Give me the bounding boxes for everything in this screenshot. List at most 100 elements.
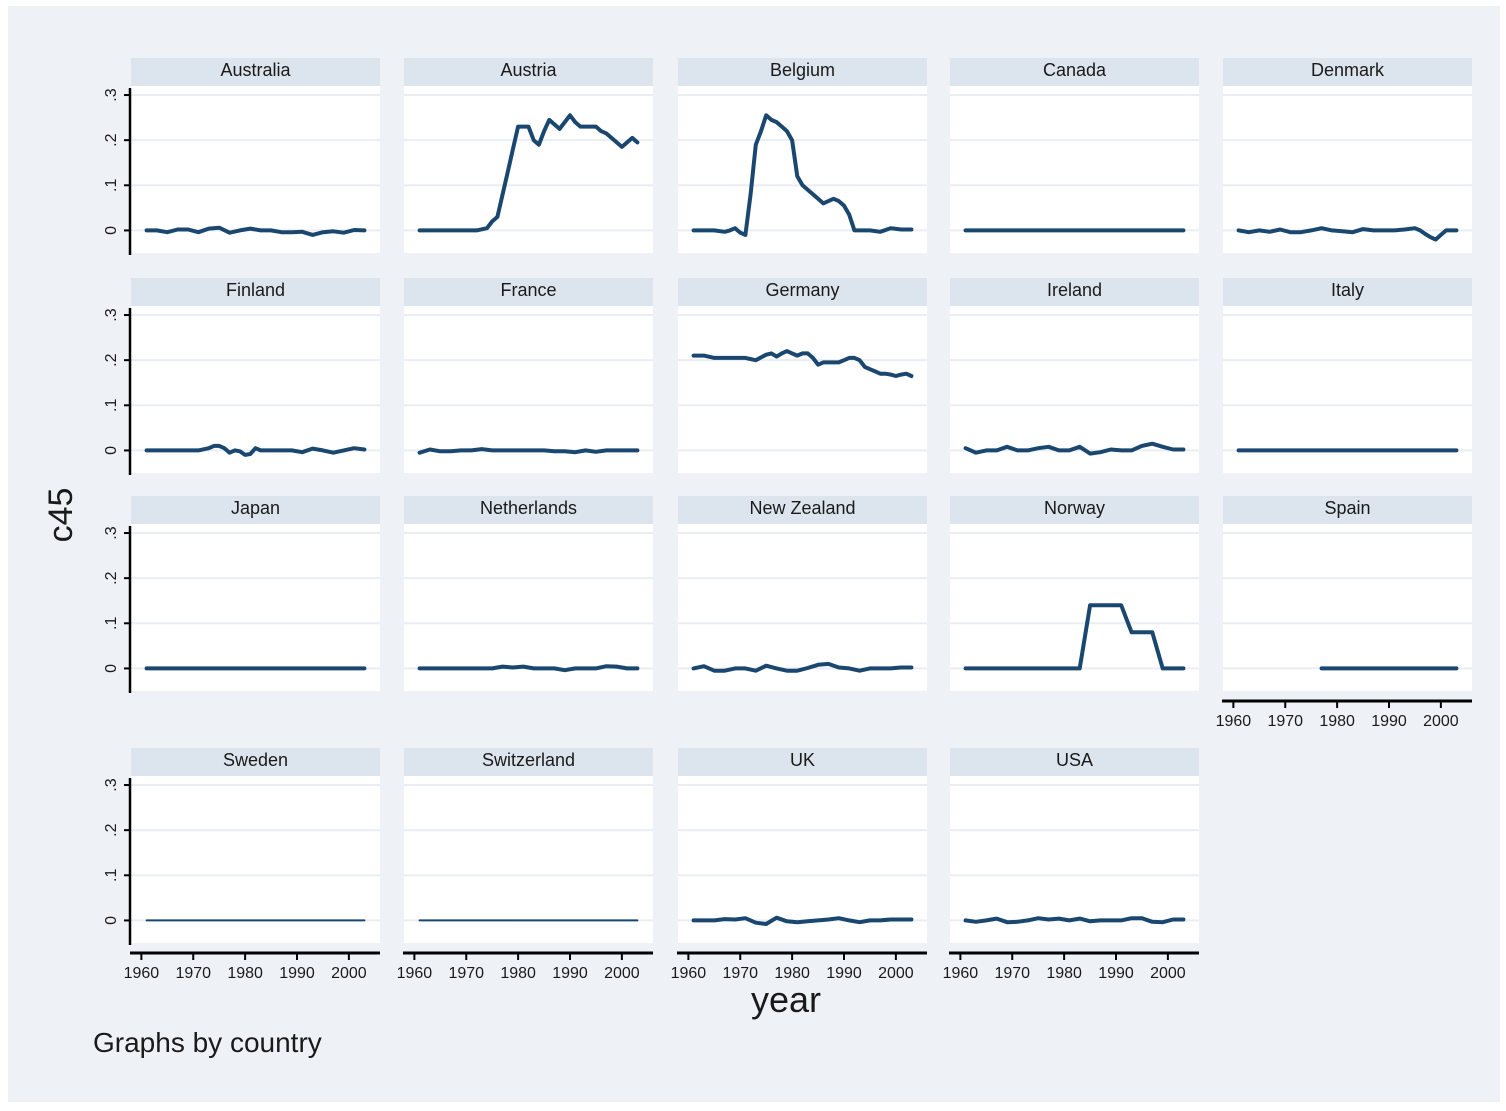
panel-plot-area <box>950 776 1199 943</box>
x-tick-label: 1960 <box>124 965 160 982</box>
panel-header <box>950 496 1199 524</box>
y-axis-title: c45 <box>42 488 80 543</box>
panel-header <box>1223 278 1472 306</box>
panel-title: Italy <box>1331 280 1364 300</box>
panel-norway: Norway <box>950 496 1199 691</box>
panel-plot-area <box>131 524 380 691</box>
y-tick-label: .1 <box>103 617 120 630</box>
x-tick-label: 1980 <box>500 965 536 982</box>
panel-title: Netherlands <box>480 498 577 518</box>
panel-plot-area <box>404 524 653 691</box>
panel-header <box>404 58 653 86</box>
x-tick-label: 1970 <box>175 965 211 982</box>
y-tick-label: .2 <box>103 353 120 366</box>
panel-title: Spain <box>1324 498 1370 518</box>
panel-plot-area <box>950 524 1199 691</box>
x-tick-label: 2000 <box>1150 965 1186 982</box>
panel-plot-area <box>678 776 927 943</box>
panel-header <box>1223 58 1472 86</box>
series-line-netherlands <box>417 664 640 673</box>
x-tick-label: 1990 <box>826 965 862 982</box>
panel-header <box>1223 496 1472 524</box>
panel-plot-area <box>1223 306 1472 473</box>
panel-netherlands: Netherlands <box>404 496 653 691</box>
x-tick-label: 1990 <box>279 965 315 982</box>
x-tick-label: 1960 <box>943 965 979 982</box>
panel-title: Canada <box>1043 60 1107 80</box>
panel-new-zealand: New Zealand <box>678 496 927 691</box>
series-line-australia <box>144 225 367 237</box>
x-tick-label: 1990 <box>1371 713 1407 730</box>
y-tick-label: .3 <box>103 308 120 321</box>
x-axis-title: year <box>751 979 821 1020</box>
x-tick-label: 1960 <box>397 965 433 982</box>
panel-germany: Germany <box>678 278 927 473</box>
panel-denmark: Denmark <box>1223 58 1472 253</box>
panel-header <box>678 496 927 524</box>
panel-title: Ireland <box>1047 280 1102 300</box>
panel-canada: Canada <box>950 58 1199 253</box>
panel-plot-area <box>131 776 380 943</box>
panel-header <box>950 748 1199 776</box>
series-line-uk <box>691 915 914 926</box>
panel-title: Sweden <box>223 750 288 770</box>
panel-title: Japan <box>231 498 280 518</box>
panel-title: Denmark <box>1311 60 1385 80</box>
panel-header <box>950 278 1199 306</box>
panel-header <box>678 278 927 306</box>
panels: Australia 0 .1 .2 .3 Austria Belgium Canada Denm… <box>103 58 1472 982</box>
series-line-usa <box>963 916 1186 925</box>
panel-title: Austria <box>500 60 557 80</box>
x-tick-label: 1970 <box>722 965 758 982</box>
y-tick-label: .3 <box>103 88 120 101</box>
y-tick-label: .2 <box>103 133 120 146</box>
panel-plot-area <box>131 306 380 473</box>
panel-plot-area <box>1223 524 1472 691</box>
panel-header <box>678 748 927 776</box>
x-tick-label: 2000 <box>604 965 640 982</box>
series-line-finland <box>144 443 367 457</box>
x-tick-label: 1970 <box>1267 713 1303 730</box>
panel-plot-area <box>404 86 653 253</box>
series-line-norway <box>963 603 1186 671</box>
panel-header <box>404 748 653 776</box>
panel-italy: Italy <box>1223 278 1472 473</box>
panel-france: France <box>404 278 653 473</box>
x-tick-label: 1980 <box>774 965 810 982</box>
panel-finland: Finland 0 .1 .2 .3 <box>103 278 380 475</box>
series-line-ireland <box>963 441 1186 456</box>
panel-header <box>404 496 653 524</box>
panel-title: Finland <box>226 280 285 300</box>
y-tick-label: .1 <box>103 179 120 192</box>
panel-title: USA <box>1056 750 1093 770</box>
panel-japan: Japan 0 .1 .2 .3 <box>103 496 380 693</box>
panel-plot-area <box>131 86 380 253</box>
y-tick-label: .2 <box>103 571 120 584</box>
panel-switzerland: Switzerland 1960 1970 1980 1990 2000 <box>397 748 653 982</box>
panel-header <box>131 278 380 306</box>
y-tick-label: .3 <box>103 778 120 791</box>
x-tick-label: 2000 <box>1423 713 1459 730</box>
panel-plot-area <box>678 524 927 691</box>
y-tick-label: .3 <box>103 526 120 539</box>
x-tick-label: 1980 <box>227 965 263 982</box>
x-tick-label: 1960 <box>1216 713 1252 730</box>
panel-usa: USA 1960 1970 1980 1990 2000 <box>943 748 1199 982</box>
x-tick-label: 1960 <box>671 965 707 982</box>
x-tick-label: 2000 <box>878 965 914 982</box>
panel-plot-area <box>1223 86 1472 253</box>
panel-spain: Spain 1960 1970 1980 1990 2000 <box>1216 496 1472 730</box>
x-tick-label: 1980 <box>1319 713 1355 730</box>
panel-plot-area <box>950 86 1199 253</box>
y-tick-label: .1 <box>103 399 120 412</box>
y-tick-label: .2 <box>103 823 120 836</box>
panel-title: Australia <box>220 60 291 80</box>
panel-sweden: Sweden 0 .1 .2 .3 1960 1970 1980 1990 2000 <box>103 748 380 982</box>
y-tick-label: 0 <box>103 916 120 925</box>
panel-plot-area <box>678 86 927 253</box>
panel-title: New Zealand <box>749 498 855 518</box>
x-tick-label: 1970 <box>448 965 484 982</box>
series-line-france <box>417 447 640 455</box>
panel-title: France <box>500 280 556 300</box>
